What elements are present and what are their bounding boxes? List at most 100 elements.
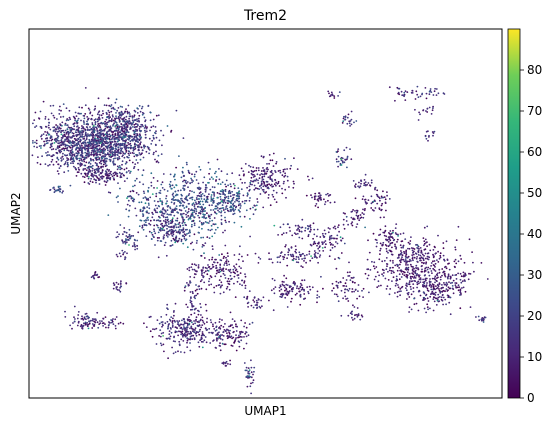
scatter-point	[364, 226, 366, 229]
scatter-point	[249, 183, 252, 186]
scatter-point	[176, 231, 179, 234]
scatter-point	[471, 251, 473, 254]
scatter-point	[335, 267, 338, 270]
scatter-point	[313, 254, 316, 256]
scatter-point	[196, 331, 199, 333]
scatter-point	[430, 270, 433, 272]
scatter-point	[136, 245, 139, 247]
scatter-point	[260, 184, 262, 187]
scatter-point	[416, 85, 419, 88]
scatter-point	[100, 150, 102, 152]
scatter-point	[214, 205, 217, 208]
scatter-point	[279, 284, 282, 287]
scatter-point	[342, 212, 345, 214]
scatter-point	[385, 235, 388, 238]
scatter-point	[182, 137, 185, 140]
scatter-point	[468, 272, 470, 275]
scatter-point	[151, 335, 154, 338]
scatter-point	[387, 241, 390, 243]
scatter-point	[429, 249, 432, 252]
scatter-point	[61, 191, 64, 194]
scatter-point	[399, 288, 402, 290]
scatter-point	[451, 285, 454, 287]
scatter-point	[86, 116, 89, 118]
scatter-point	[76, 324, 79, 327]
scatter-point	[137, 117, 140, 120]
scatter-point	[171, 218, 174, 221]
scatter-point	[166, 216, 169, 219]
scatter-point	[138, 152, 141, 154]
scatter-point	[124, 141, 127, 144]
scatter-point	[455, 282, 458, 284]
scatter-point	[176, 217, 179, 220]
scatter-point	[178, 208, 181, 211]
scatter-point	[84, 148, 87, 151]
scatter-point	[68, 116, 71, 119]
scatter-point	[62, 134, 65, 137]
scatter-point	[222, 201, 225, 204]
scatter-point	[307, 292, 310, 295]
scatter-point	[223, 200, 226, 203]
scatter-point	[407, 283, 410, 286]
scatter-point	[395, 275, 398, 278]
scatter-point	[438, 271, 441, 274]
scatter-point	[174, 190, 177, 193]
scatter-point	[262, 206, 265, 209]
scatter-point	[180, 176, 183, 179]
scatter-point	[287, 223, 289, 226]
scatter-point	[76, 158, 78, 161]
scatter-point	[172, 317, 174, 320]
scatter-point	[197, 202, 200, 205]
scatter-point	[141, 226, 144, 229]
scatter-point	[434, 288, 436, 291]
scatter-point	[349, 120, 352, 122]
scatter-point	[294, 282, 296, 285]
scatter-point	[156, 187, 159, 189]
scatter-point	[203, 322, 206, 325]
scatter-point	[162, 331, 165, 334]
scatter-point	[117, 201, 119, 203]
scatter-point	[141, 113, 144, 116]
scatter-point	[138, 127, 141, 130]
scatter-point	[97, 134, 100, 137]
scatter-point	[169, 219, 172, 222]
scatter-point	[449, 277, 452, 280]
scatter-point	[374, 207, 377, 209]
scatter-point	[274, 286, 277, 288]
scatter-point	[171, 193, 174, 196]
scatter-point	[156, 180, 159, 182]
scatter-point	[98, 157, 101, 160]
scatter-point	[83, 160, 86, 163]
scatter-point	[113, 283, 116, 286]
scatter-point	[98, 158, 101, 161]
scatter-point	[82, 114, 85, 117]
scatter-point	[451, 274, 454, 277]
scatter-point	[245, 335, 248, 338]
scatter-point	[209, 178, 211, 181]
scatter-point	[184, 334, 187, 336]
scatter-point	[176, 330, 178, 333]
scatter-point	[112, 318, 114, 320]
scatter-point	[156, 237, 159, 239]
scatter-point	[65, 119, 68, 122]
scatter-point	[119, 151, 121, 154]
scatter-point	[80, 172, 83, 175]
scatter-point	[367, 182, 370, 184]
scatter-point	[392, 229, 394, 232]
scatter-point	[181, 319, 183, 322]
scatter-point	[50, 139, 53, 142]
scatter-point	[331, 94, 334, 97]
scatter-point	[267, 168, 269, 171]
scatter-point	[373, 278, 376, 281]
scatter-point	[177, 321, 180, 324]
scatter-point	[404, 90, 407, 93]
scatter-point	[170, 214, 172, 216]
scatter-point	[409, 240, 412, 242]
scatter-point	[60, 130, 63, 132]
scatter-point	[101, 110, 104, 112]
scatter-point	[358, 295, 361, 298]
scatter-point	[106, 168, 109, 171]
scatter-point	[170, 316, 173, 318]
scatter-point	[233, 341, 236, 344]
scatter-point	[357, 313, 360, 315]
